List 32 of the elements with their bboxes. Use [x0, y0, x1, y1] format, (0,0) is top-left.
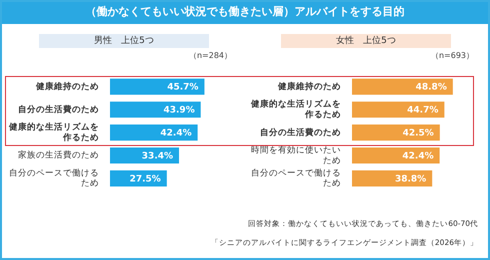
bar	[110, 124, 198, 141]
chart-subtitle: （n=284）	[188, 50, 232, 62]
bar	[352, 78, 453, 95]
chart-title: 女性 上位5つ	[281, 34, 451, 48]
data-label: 27.5%	[130, 174, 161, 184]
y-tick-label: 自分のペースで働けるため	[9, 168, 99, 189]
y-tick-label: 自分の生活費のため	[18, 104, 99, 115]
bar	[352, 147, 440, 164]
data-label: 42.5%	[402, 128, 434, 138]
y-tick-label: 健康維持のため	[277, 80, 341, 92]
data-label: 38.8%	[394, 174, 426, 184]
bar	[352, 102, 444, 118]
y-tick-label: 健康的な生活リズムを作るため	[8, 122, 99, 143]
text: （働かなくてもいい状況でも働きたい層）アルバイトをする目的	[0, 0, 490, 24]
data-label: 48.8%	[416, 82, 447, 93]
bar	[110, 78, 204, 95]
data-label: 43.9%	[163, 105, 195, 116]
chart-title: 男性 上位5つ	[39, 34, 209, 48]
data-label: 44.7%	[407, 105, 438, 116]
y-tick-label: 自分の生活費のため	[260, 126, 341, 138]
y-tick-label: 自分のペースで働けるため	[251, 168, 341, 189]
y-tick-label: 家族の生活費のため	[18, 150, 99, 161]
y-tick-label: 健康維持のため	[35, 80, 99, 92]
chart-subtitle: （n=693）	[430, 50, 474, 62]
y-tick-label: 時間を有効に使いたいため	[251, 144, 341, 166]
bar	[110, 102, 201, 118]
bar	[352, 124, 440, 141]
data-label: 33.4%	[142, 151, 174, 162]
data-label: 42.4%	[160, 128, 192, 138]
y-tick-label: 健康的な生活リズムを作るため	[250, 98, 341, 120]
data-label: 42.4%	[402, 151, 434, 162]
data-label: 45.7%	[167, 82, 198, 93]
